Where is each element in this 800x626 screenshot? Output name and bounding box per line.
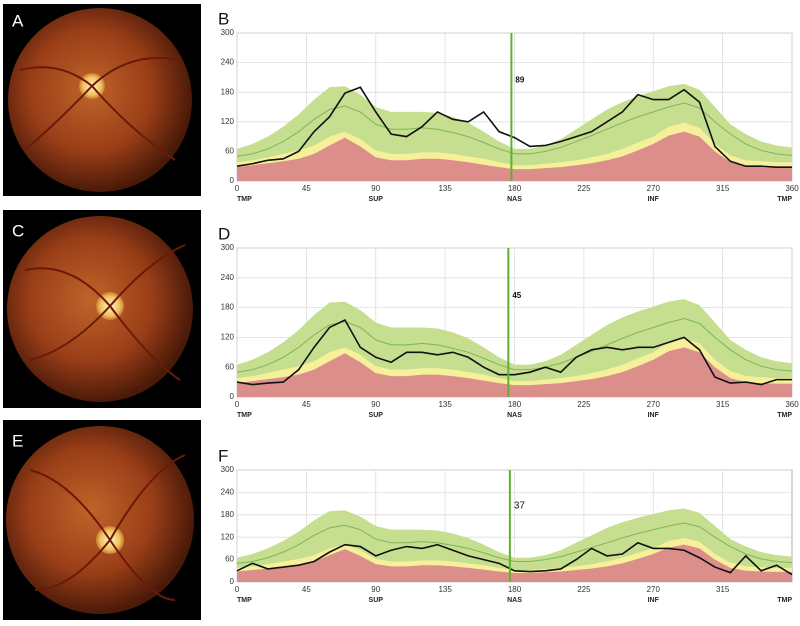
band-area — [237, 544, 792, 582]
category-label: NAS — [507, 412, 522, 419]
y-tick-label: 60 — [225, 362, 234, 371]
cursor-value: 89 — [515, 75, 524, 84]
panel-label: F — [218, 446, 228, 465]
photo-c — [3, 210, 201, 408]
x-tick-label: 180 — [508, 585, 522, 594]
y-tick-label: 0 — [230, 392, 235, 401]
x-tick-label: 225 — [577, 585, 591, 594]
x-tick-label: 315 — [716, 585, 730, 594]
category-label: TMP — [237, 597, 252, 604]
x-tick-label: 225 — [577, 400, 591, 409]
y-tick-label: 60 — [225, 147, 234, 156]
photo-e — [3, 420, 201, 620]
x-tick-label: 90 — [371, 184, 380, 193]
profile-line — [236, 522, 793, 564]
x-tick-label: 180 — [508, 400, 522, 409]
y-tick-label: 300 — [221, 28, 235, 37]
category-label: TMP — [237, 196, 252, 203]
y-tick-label: 0 — [230, 577, 235, 586]
panel-label: D — [218, 224, 230, 243]
profile-line — [236, 318, 793, 373]
profile-line — [236, 541, 793, 576]
panel-label: B — [218, 9, 229, 28]
x-tick-label: 45 — [302, 585, 311, 594]
band-area — [237, 131, 792, 181]
category-label: INF — [648, 597, 660, 604]
x-tick-label: 45 — [302, 400, 311, 409]
category-label: TMP — [777, 196, 792, 203]
photo-a — [3, 4, 201, 196]
profile-line — [236, 102, 793, 157]
y-tick-label: 180 — [221, 87, 235, 96]
y-tick-label: 300 — [221, 465, 235, 474]
x-tick-label: 0 — [235, 585, 240, 594]
profile-line — [236, 318, 792, 386]
x-tick-label: 360 — [785, 400, 799, 409]
photo-label: C — [12, 221, 24, 240]
category-label: NAS — [507, 597, 522, 604]
cursor-value: 37 — [514, 500, 526, 511]
category-label: SUP — [369, 412, 384, 419]
category-label: TMP — [237, 412, 252, 419]
y-tick-label: 240 — [221, 58, 235, 67]
category-label: TMP — [777, 597, 792, 604]
x-tick-label: 90 — [371, 400, 380, 409]
x-tick-label: 270 — [647, 184, 661, 193]
x-tick-label: 0 — [235, 184, 240, 193]
x-tick-label: 135 — [438, 184, 452, 193]
category-label: SUP — [369, 597, 384, 604]
y-tick-label: 300 — [221, 243, 235, 252]
category-label: NAS — [507, 196, 522, 203]
y-tick-label: 60 — [225, 555, 234, 564]
x-tick-label: 360 — [785, 184, 799, 193]
x-tick-label: 315 — [716, 400, 730, 409]
y-tick-label: 120 — [221, 532, 235, 541]
x-tick-label: 225 — [577, 184, 591, 193]
photo-label: E — [12, 431, 23, 450]
x-tick-label: 315 — [716, 184, 730, 193]
x-tick-label: 270 — [647, 400, 661, 409]
x-tick-label: 135 — [438, 400, 452, 409]
x-tick-label: 180 — [508, 184, 522, 193]
photo-label: A — [12, 11, 24, 30]
x-tick-label: 90 — [371, 585, 380, 594]
category-label: TMP — [777, 412, 792, 419]
y-tick-label: 180 — [221, 510, 235, 519]
x-tick-label: 0 — [235, 400, 240, 409]
cursor-value: 45 — [512, 291, 521, 300]
category-label: INF — [648, 412, 660, 419]
profile-line — [236, 86, 792, 168]
category-label: INF — [648, 196, 660, 203]
y-tick-label: 120 — [221, 117, 235, 126]
band-area — [237, 347, 792, 397]
x-tick-label: 135 — [438, 585, 452, 594]
y-tick-label: 240 — [221, 488, 235, 497]
y-tick-label: 180 — [221, 303, 235, 312]
y-tick-label: 0 — [230, 176, 235, 185]
y-tick-label: 120 — [221, 333, 235, 342]
x-tick-label: 45 — [302, 184, 311, 193]
x-tick-label: 270 — [647, 585, 661, 594]
y-tick-label: 240 — [221, 273, 235, 282]
category-label: SUP — [369, 196, 384, 203]
